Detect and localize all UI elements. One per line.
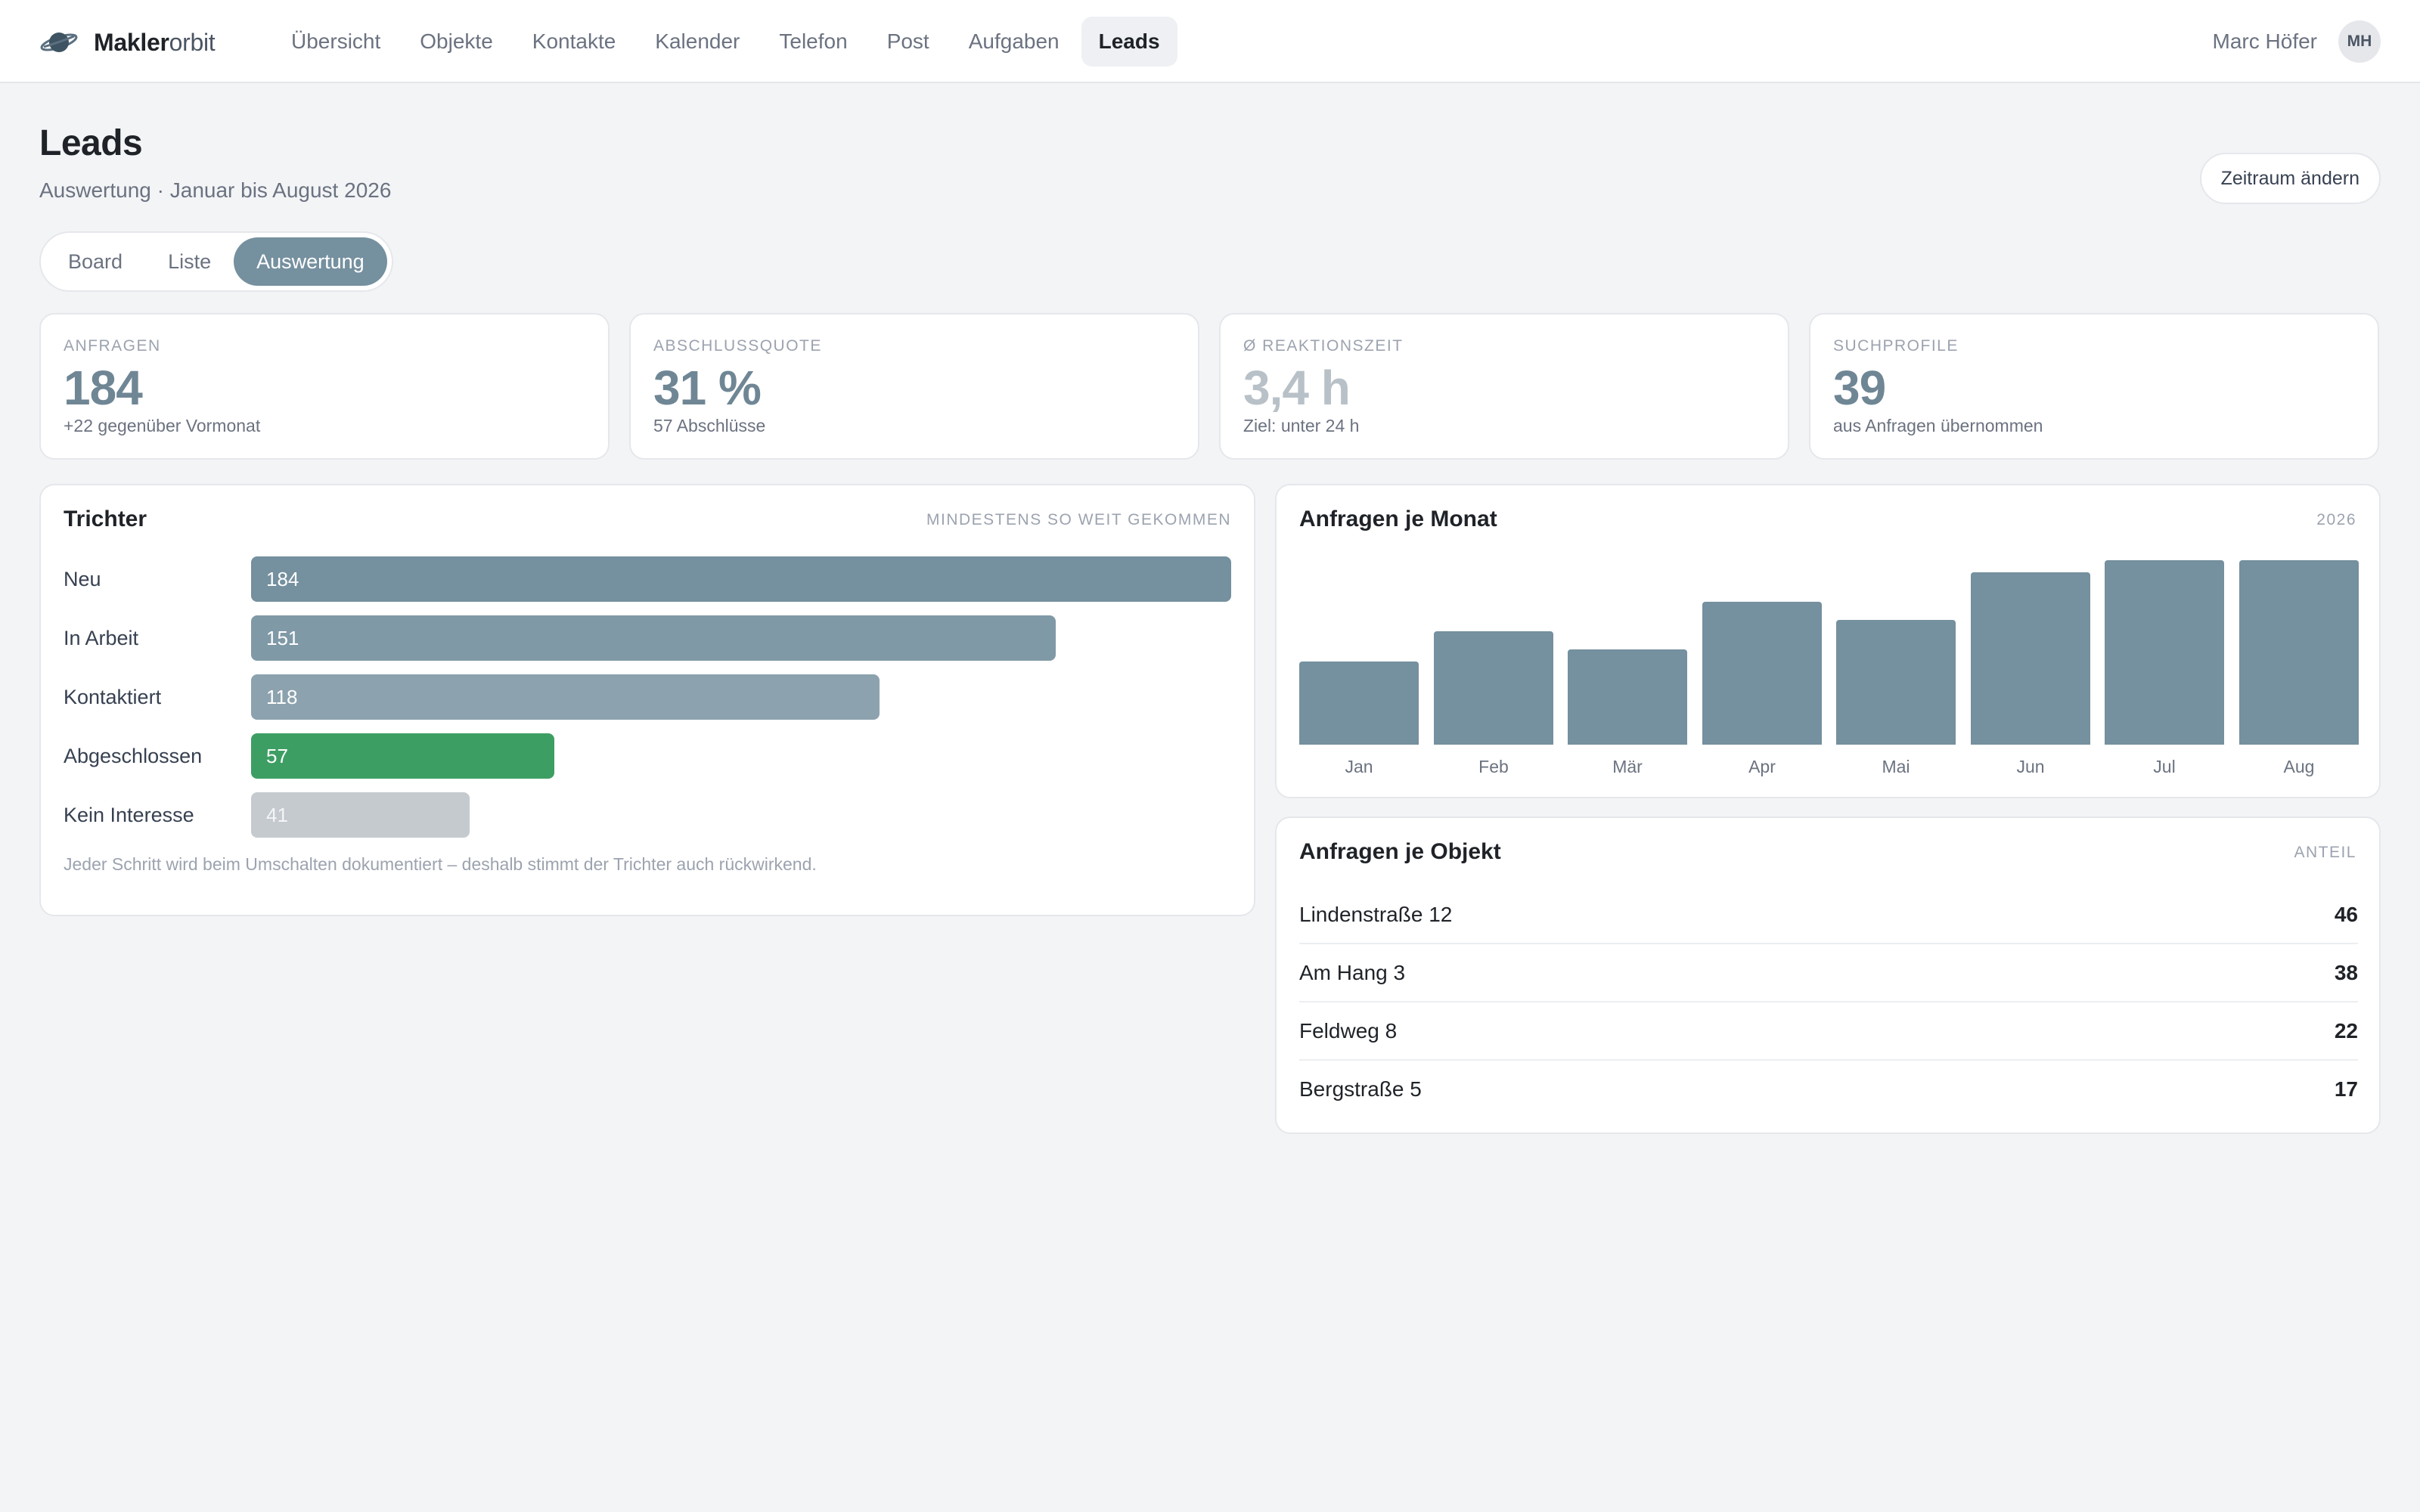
objects-tag: Anteil <box>2294 844 2356 861</box>
chart-bar[interactable] <box>1568 649 1687 745</box>
main-nav: Übersicht Objekte Kontakte Kalender Tele… <box>274 17 1182 67</box>
object-row[interactable]: Lindenstraße 12 46 <box>1299 886 2358 944</box>
chart-bar[interactable] <box>2239 560 2359 745</box>
planet-icon <box>40 33 78 52</box>
x-tick-label: Jun <box>2016 757 2045 776</box>
object-count: 17 <box>2334 1077 2358 1101</box>
funnel-title: Trichter <box>64 507 147 531</box>
nav-item-kalender[interactable]: Kalender <box>655 29 740 53</box>
chart-bar[interactable] <box>1299 662 1419 745</box>
kpi-note: +22 gegenüber Vormonat <box>64 416 261 435</box>
kpi-label: Abschlussquote <box>653 337 822 355</box>
funnel-row: Neu 184 <box>64 556 1231 602</box>
nav-item-objekte[interactable]: Objekte <box>420 29 493 53</box>
brand-name: Maklerorbit <box>94 28 216 57</box>
object-name: Bergstraße 5 <box>1299 1077 1422 1101</box>
page-title: Leads <box>39 123 143 163</box>
funnel-bar: 118 <box>251 674 880 720</box>
funnel-row: In Arbeit 151 <box>64 615 1228 661</box>
funnel-bar: 151 <box>251 615 1056 661</box>
funnel-row: Kein Interesse 41 <box>64 792 1228 838</box>
funnel-bar: 57 <box>251 733 554 779</box>
funnel-bar: 41 <box>251 792 470 838</box>
tab-auswertung[interactable]: Auswertung <box>234 237 387 286</box>
object-name: Feldweg 8 <box>1299 1019 1398 1043</box>
object-row[interactable]: Feldweg 8 22 <box>1299 1002 2358 1061</box>
funnel-step-label: Abgeschlossen <box>64 745 203 767</box>
nav-item-aufgaben[interactable]: Aufgaben <box>968 29 1060 53</box>
object-row[interactable]: Am Hang 3 38 <box>1299 944 2358 1002</box>
objects-card: Anfragen je Objekt Anteil Lindenstraße 1… <box>1275 816 2381 1134</box>
chart-title: Anfragen je Monat <box>1299 507 1497 531</box>
funnel-step-label: Kein Interesse <box>64 804 194 826</box>
x-tick-label: Aug <box>2283 757 2315 776</box>
kpi-label: Ø Reaktionszeit <box>1243 337 1404 355</box>
funnel-step-label: Neu <box>64 568 101 590</box>
user-menu[interactable]: Marc Höfer MH <box>2213 20 2381 63</box>
funnel-row: Kontaktiert 118 <box>64 674 1228 720</box>
x-tick-label: Jul <box>2153 757 2176 776</box>
kpi-label: Suchprofile <box>1833 337 1959 355</box>
tab-liste[interactable]: Liste <box>168 250 212 273</box>
kpi-note: Ziel: unter 24 h <box>1243 416 1360 435</box>
monthly-bar-chart: Jan Feb Mär Apr Mai Jun Jul Aug <box>1299 558 2359 785</box>
change-range-button[interactable]: Zeitraum ändern <box>2199 153 2381 204</box>
view-switcher: Board Liste Auswertung <box>39 231 393 292</box>
chart-bar[interactable] <box>1971 572 2090 745</box>
top-navigation-bar: Maklerorbit Übersicht Objekte Kontakte K… <box>0 0 2420 83</box>
kpi-card-abschlussquote: Abschlussquote 31 % 57 Abschlüsse <box>629 313 1199 460</box>
kpi-value: 3,4 h <box>1243 361 1351 415</box>
chart-bar[interactable] <box>2105 560 2224 745</box>
nav-item-telefon[interactable]: Telefon <box>779 29 848 53</box>
funnel-tag: Mindestens so weit gekommen <box>926 511 1231 528</box>
object-count: 22 <box>2334 1019 2358 1043</box>
kpi-value: 184 <box>64 361 143 415</box>
objects-title: Anfragen je Objekt <box>1299 839 1501 864</box>
kpi-card-anfragen: Anfragen 184 +22 gegenüber Vormonat <box>39 313 610 460</box>
object-name: Am Hang 3 <box>1299 961 1406 984</box>
monthly-chart-card: Anfragen je Monat 2026 Jan Feb Mär Apr Mai Ju… <box>1275 484 2381 798</box>
kpi-value: 31 % <box>653 361 762 415</box>
kpi-note: 57 Abschlüsse <box>653 416 766 435</box>
page-subtitle: Auswertung · Januar bis August 2026 <box>39 178 392 202</box>
x-tick-label: Mär <box>1612 757 1643 776</box>
brand-name-light: orbit <box>169 28 216 56</box>
funnel-bar: 184 <box>251 556 1231 602</box>
funnel-note: Jeder Schritt wird beim Umschalten dokum… <box>64 854 817 874</box>
x-tick-label: Jan <box>1345 757 1373 776</box>
chart-bar[interactable] <box>1702 602 1822 745</box>
x-tick-label: Mai <box>1882 757 1910 776</box>
kpi-card-suchprofile: Suchprofile 39 aus Anfragen übernommen <box>1809 313 2379 460</box>
object-name: Lindenstraße 12 <box>1299 903 1453 926</box>
object-row[interactable]: Bergstraße 5 17 <box>1299 1061 2358 1119</box>
funnel-step-label: Kontaktiert <box>64 686 162 708</box>
object-count: 38 <box>2334 961 2358 984</box>
kpi-value: 39 <box>1833 361 1886 415</box>
user-name[interactable]: Marc Höfer <box>2212 29 2317 53</box>
nav-item-post[interactable]: Post <box>886 29 929 53</box>
chart-bar[interactable] <box>1836 620 1956 745</box>
funnel-row: Abgeschlossen 57 <box>64 733 1228 779</box>
funnel-card: Trichter Mindestens so weit gekommen Neu… <box>39 484 1255 916</box>
chart-bar[interactable] <box>1434 631 1553 745</box>
chart-year-tag: 2026 <box>2316 511 2356 528</box>
brand-name-strong: Makler <box>94 28 169 56</box>
x-tick-label: Feb <box>1478 757 1509 776</box>
nav-item-uebersicht[interactable]: Übersicht <box>291 29 381 53</box>
object-count: 46 <box>2334 903 2358 926</box>
nav-item-kontakte[interactable]: Kontakte <box>532 29 616 53</box>
kpi-note: aus Anfragen übernommen <box>1833 416 2043 435</box>
x-tick-label: Apr <box>1748 757 1776 776</box>
nav-item-leads[interactable]: Leads <box>1081 17 1177 67</box>
kpi-label: Anfragen <box>64 337 161 355</box>
funnel-step-label: In Arbeit <box>64 627 139 649</box>
tab-board[interactable]: Board <box>68 250 123 273</box>
brand[interactable]: Maklerorbit <box>39 26 216 59</box>
kpi-card-reaktionszeit: Ø Reaktionszeit 3,4 h Ziel: unter 24 h <box>1219 313 1789 460</box>
avatar[interactable]: MH <box>2338 20 2381 63</box>
